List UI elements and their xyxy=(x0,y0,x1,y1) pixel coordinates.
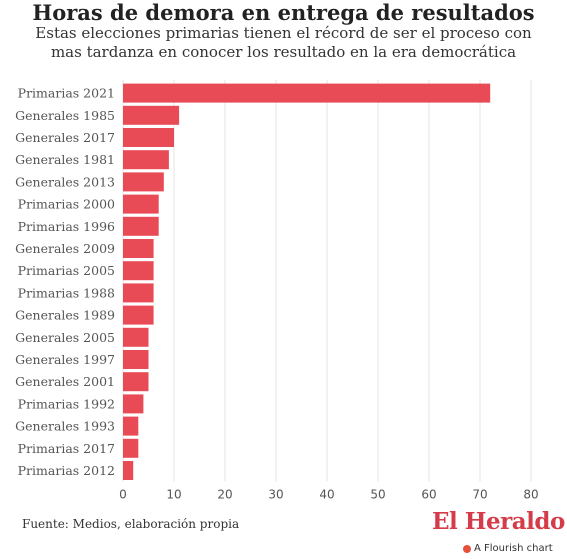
bar xyxy=(123,438,139,458)
bar xyxy=(123,461,134,480)
category-label: Primarias 2000 xyxy=(18,197,115,212)
source-note: Fuente: Medios, elaboración propia xyxy=(22,517,240,531)
bar xyxy=(123,305,154,325)
brand-logo: El Heraldo xyxy=(432,508,565,535)
bar xyxy=(123,372,149,392)
x-tick-label: 80 xyxy=(523,488,538,502)
bar xyxy=(123,150,169,170)
x-tick-label: 20 xyxy=(217,488,232,502)
category-label: Generales 1997 xyxy=(15,352,115,367)
bar xyxy=(123,194,159,214)
x-tick-label: 70 xyxy=(472,488,487,502)
x-tick-label: 10 xyxy=(166,488,181,502)
category-label: Primarias 2021 xyxy=(18,86,115,101)
category-label: Primarias 2005 xyxy=(18,263,115,278)
chart-title: Horas de demora en entrega de resultados xyxy=(32,0,535,25)
bar xyxy=(123,261,154,281)
bar xyxy=(123,172,164,192)
category-label: Generales 1985 xyxy=(15,108,115,123)
flourish-label: A Flourish chart xyxy=(474,543,553,554)
bar xyxy=(123,216,159,236)
flourish-credit[interactable]: A Flourish chart xyxy=(463,543,553,554)
x-tick-label: 0 xyxy=(119,488,127,502)
category-label: Primarias 2012 xyxy=(18,463,115,478)
bar xyxy=(123,239,154,258)
bar xyxy=(123,83,491,103)
bar xyxy=(123,416,139,436)
bar xyxy=(123,128,174,147)
category-label: Generales 2013 xyxy=(15,174,115,189)
bar xyxy=(123,105,180,125)
category-label: Generales 1989 xyxy=(15,308,115,323)
category-label: Generales 2005 xyxy=(15,330,115,345)
bar xyxy=(123,283,154,303)
category-label: Primarias 1996 xyxy=(18,219,115,234)
x-tick-label: 60 xyxy=(421,488,436,502)
bar xyxy=(123,394,144,414)
category-label: Generales 1981 xyxy=(15,152,115,167)
subtitle-line-1: Estas elecciones primarias tienen el réc… xyxy=(35,24,532,42)
category-label: Generales 2017 xyxy=(15,130,115,145)
x-tick-label: 50 xyxy=(370,488,385,502)
category-label: Generales 1993 xyxy=(15,419,115,434)
bar xyxy=(123,350,149,369)
category-label: Generales 2001 xyxy=(15,374,115,389)
subtitle-line-2: mas tardanza en conocer los resultado en… xyxy=(50,43,517,61)
category-label: Primarias 2017 xyxy=(18,441,115,456)
category-label: Primarias 1988 xyxy=(18,285,115,300)
x-tick-label: 40 xyxy=(319,488,334,502)
flourish-logo-icon xyxy=(463,544,471,553)
x-tick-label: 30 xyxy=(268,488,283,502)
category-label: Primarias 1992 xyxy=(18,396,115,411)
chart-subtitle: Estas elecciones primarias tienen el réc… xyxy=(0,24,567,62)
category-label: Generales 2009 xyxy=(15,241,115,256)
bar xyxy=(123,327,149,347)
